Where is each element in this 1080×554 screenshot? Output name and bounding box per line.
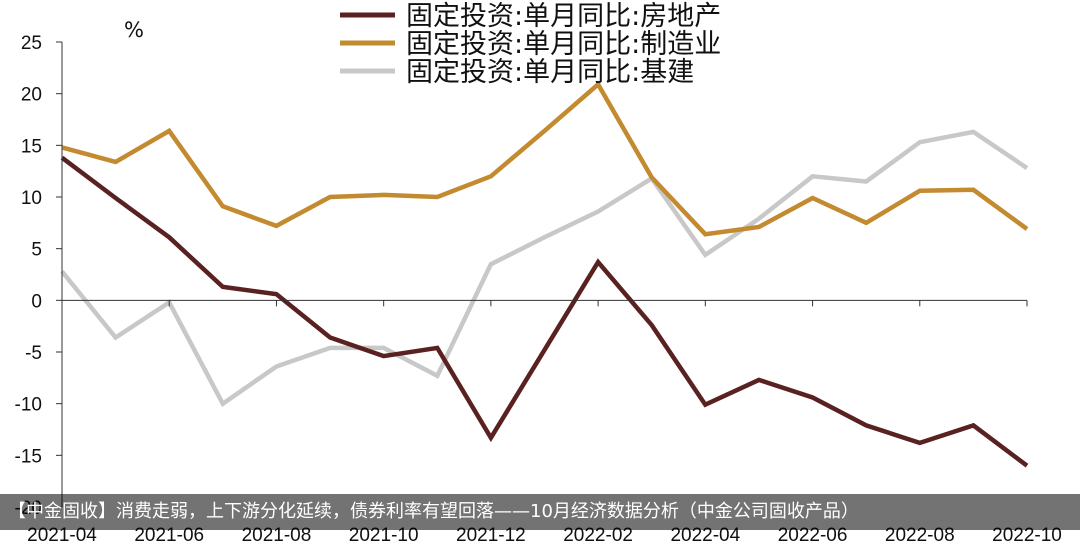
series-line-2 xyxy=(60,129,1029,407)
x-tick-label: 2022-02 xyxy=(563,525,633,546)
x-tick-label: 2022-04 xyxy=(670,525,740,546)
x-tick-label: 2021-12 xyxy=(456,525,526,546)
y-tick-label: 5 xyxy=(31,240,42,261)
series-line-1 xyxy=(61,80,1029,237)
legend-label-1: 固定投资:单月同比:制造业 xyxy=(406,29,721,60)
y-tick-label: -10 xyxy=(15,395,42,416)
article-caption[interactable]: 【中金固收】消费走弱，上下游分化延续，债券利率有望回落——10月经济数据分析（中… xyxy=(8,501,859,522)
legend-label-0: 固定投资:单月同比:房地产 xyxy=(406,1,721,32)
x-tick-label: 2021-08 xyxy=(242,525,312,546)
unit-label: % xyxy=(124,18,144,42)
y-tick-label: -15 xyxy=(15,446,42,467)
legend-label-2: 固定投资:单月同比:基建 xyxy=(406,57,694,88)
series-line-0 xyxy=(60,155,1029,468)
x-tick-label: 2022-10 xyxy=(992,525,1062,546)
x-tick-label: 2022-08 xyxy=(885,525,955,546)
x-tick-label: 2021-06 xyxy=(134,525,204,546)
y-tick-label: 10 xyxy=(21,188,42,209)
y-tick-label: 0 xyxy=(31,291,42,312)
y-tick-label: -5 xyxy=(25,343,42,364)
caption-bar: 【中金固收】消费走弱，上下游分化延续，债券利率有望回落——10月经济数据分析（中… xyxy=(0,494,1080,530)
y-tick-label: 25 xyxy=(21,33,42,54)
y-tick-label: 20 xyxy=(21,85,42,106)
y-tick-label: 15 xyxy=(21,136,42,157)
x-tick-label: 2022-06 xyxy=(778,525,848,546)
x-tick-label: 2021-04 xyxy=(27,525,97,546)
x-tick-label: 2021-10 xyxy=(349,525,419,546)
